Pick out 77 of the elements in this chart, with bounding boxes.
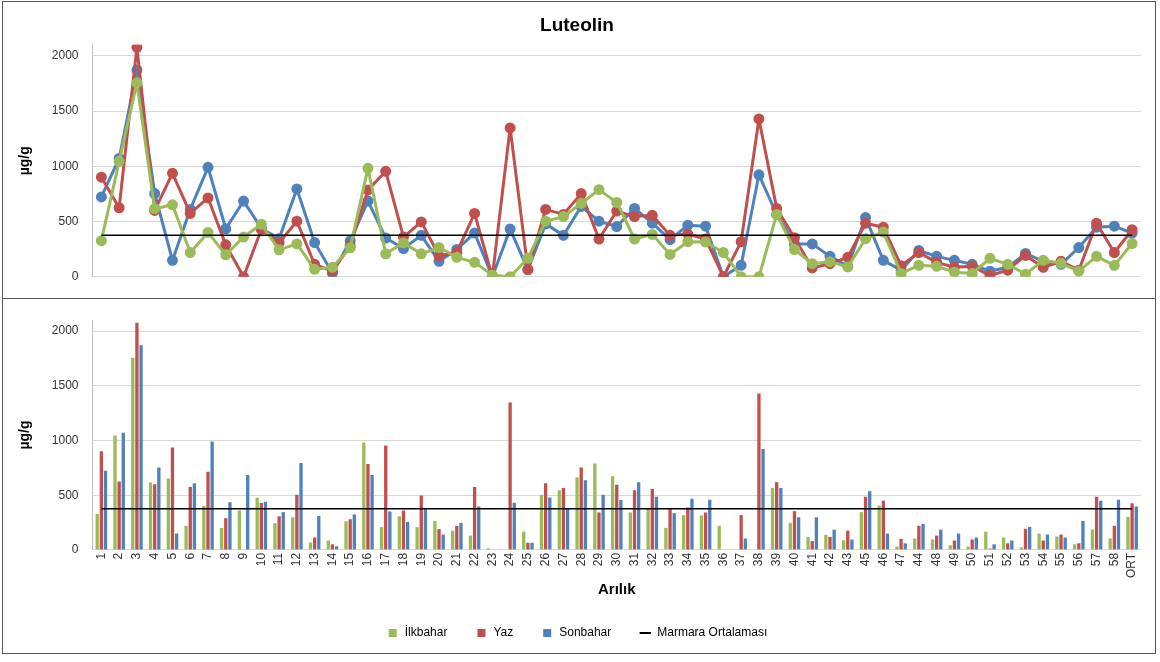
x-tick-label: 1 (93, 552, 108, 560)
x-tick-label: 23 (484, 552, 499, 567)
x-tick-label: 13 (306, 552, 321, 567)
y-tick-label: 0 (71, 542, 79, 557)
y-tick-label: 2000 (51, 323, 79, 338)
x-tick-label: 6 (182, 552, 197, 560)
x-tick-label: 57 (1088, 552, 1103, 567)
x-tick-label: 10 (253, 552, 268, 567)
y-tick-label: 1500 (51, 103, 79, 118)
x-tick-label: 8 (218, 552, 233, 560)
x-tick-label: 9 (235, 552, 250, 560)
x-tick-label: 41 (804, 552, 819, 567)
x-tick-label: 27 (555, 552, 570, 567)
x-tick-label: 42 (822, 552, 837, 567)
x-tick-label: 2 (111, 552, 126, 560)
x-tick-label: 26 (537, 552, 552, 567)
x-tick-label: 29 (591, 552, 606, 567)
x-tick-label: 28 (573, 552, 588, 567)
x-tick-label: 34 (680, 552, 695, 567)
x-tick-label: 54 (1035, 552, 1050, 567)
x-tick-label: 19 (413, 552, 428, 567)
y-tick-label: 1000 (51, 432, 79, 447)
x-tick-label: 16 (360, 552, 375, 567)
y-tick-label: 500 (58, 213, 79, 228)
x-tick-label: 11 (271, 552, 286, 566)
x-tick-label: 31 (626, 552, 641, 567)
x-tick-label: 55 (1053, 552, 1068, 567)
x-tick-label: 50 (964, 552, 979, 567)
x-tick-label: 48 (928, 552, 943, 567)
x-tick-label: 52 (1000, 552, 1015, 567)
y-tick-label: 500 (58, 487, 79, 502)
x-axis-title: Arılık (597, 580, 637, 598)
x-tick-label: 5 (164, 552, 179, 560)
x-tick-label: 4 (147, 552, 162, 560)
y-tick-label: 1500 (51, 378, 79, 393)
y-axis-title: µg/g (16, 146, 33, 176)
x-tick-label: 53 (1017, 552, 1032, 567)
x-tick-label: 38 (751, 552, 766, 567)
x-tick-label: 32 (644, 552, 659, 567)
x-tick-label: 58 (1106, 552, 1121, 567)
x-tick-label: 18 (395, 552, 410, 567)
x-tick-label: 24 (502, 552, 517, 567)
x-tick-label: 35 (697, 552, 712, 567)
x-tick-label: 25 (520, 552, 535, 567)
x-tick-label: 51 (982, 552, 997, 567)
x-tick-label: 22 (466, 552, 481, 567)
x-tick-label: 12 (289, 552, 304, 567)
x-tick-label: 39 (769, 552, 783, 567)
legend-label: İlkbahar (404, 625, 448, 640)
y-tick-label: 2000 (51, 48, 79, 63)
chart-title: Luteolin (540, 13, 614, 35)
x-tick-label: 7 (200, 552, 215, 560)
legend-label: Marmara Ortalaması (657, 625, 768, 640)
x-tick-label: 47 (893, 552, 908, 567)
x-tick-label: 30 (609, 552, 624, 567)
x-tick-label: 14 (324, 552, 339, 567)
x-tick-label: 43 (840, 552, 855, 567)
x-tick-label: 56 (1071, 552, 1086, 567)
x-tick-label: 37 (733, 552, 748, 567)
x-tick-label: 40 (786, 552, 801, 567)
x-tick-label: 20 (431, 552, 446, 567)
x-tick-label: ORT (1124, 552, 1139, 579)
y-axis-title: µg/g (16, 420, 33, 450)
x-tick-label: 44 (911, 552, 926, 567)
legend-label: Sonbahar (559, 625, 612, 640)
x-tick-label: 49 (946, 552, 961, 567)
x-tick-label: 21 (449, 552, 464, 567)
legend-label: Yaz (493, 625, 514, 640)
x-tick-label: 36 (715, 552, 730, 567)
x-tick-label: 17 (378, 552, 393, 567)
x-tick-label: 45 (857, 552, 872, 567)
x-tick-label: 15 (342, 552, 357, 567)
x-tick-label: 46 (875, 552, 890, 567)
y-tick-label: 1000 (51, 158, 79, 173)
x-tick-label: 33 (662, 552, 677, 567)
x-tick-label: 3 (129, 552, 144, 560)
y-tick-label: 0 (71, 269, 79, 284)
